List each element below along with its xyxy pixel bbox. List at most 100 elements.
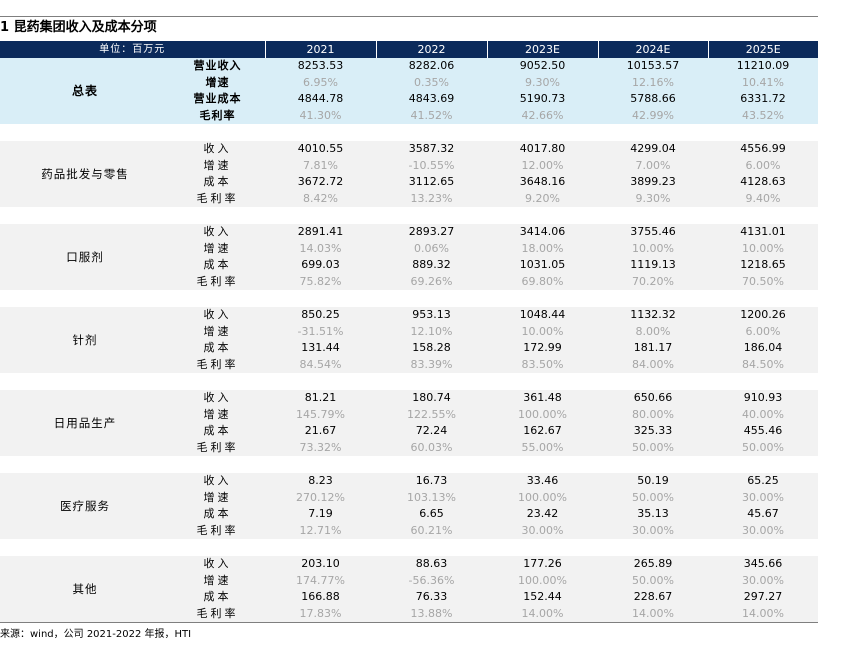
- metric-label: 收入: [170, 389, 265, 407]
- value-cell: -31.51%: [265, 323, 376, 341]
- value-cell: 455.46: [708, 423, 818, 440]
- spacer-cell: [0, 290, 818, 307]
- value-cell: 23.42: [487, 506, 598, 523]
- segment-name: 医疗服务: [0, 472, 170, 540]
- table-row: 增速 270.12% 103.13% 100.00% 50.00% 30.00%: [0, 489, 818, 507]
- value-cell: 174.77%: [265, 572, 376, 589]
- table-row: 日用品生产 收入 81.21 180.74 361.48 650.66 910.93: [0, 389, 818, 457]
- value-cell: 21.67: [265, 423, 376, 440]
- value-cell: 6331.72: [708, 91, 818, 108]
- spacer-row: [0, 539, 818, 556]
- spacer-cell: [0, 539, 818, 556]
- value-cell: 70.20%: [598, 273, 708, 291]
- value-cell: 30.00%: [708, 489, 818, 507]
- value-cell: 50.00%: [598, 439, 708, 457]
- value-cell: 4010.55: [265, 140, 376, 158]
- value-cell: 9.20%: [487, 190, 598, 208]
- metric-label: 收入: [170, 472, 265, 490]
- segment-name: 日用品生产: [0, 389, 170, 457]
- value-cell: 88.63: [376, 555, 487, 573]
- value-cell: 84.00%: [598, 356, 708, 374]
- value-cell: 55.00%: [487, 439, 598, 457]
- year-header: 2022: [375, 41, 487, 58]
- table-row: 药品批发与零售 收入 4010.55 3587.32 4017.80 4299.04 455…: [0, 140, 818, 208]
- table-row: 增速 145.79% 122.55% 100.00% 80.00% 40.00%: [0, 406, 818, 424]
- value-cell: 3672.72: [265, 174, 376, 191]
- value-cell: 18.00%: [487, 240, 598, 258]
- value-cell: 30.00%: [708, 522, 818, 540]
- value-cell: 45.67: [708, 506, 818, 523]
- metric-label: 收入: [170, 306, 265, 324]
- revenue-cost-table: 单位：百万元 2021 2022 2023E 2024E 2025E 总表 营业收…: [0, 41, 818, 623]
- bottom-rule: [0, 622, 818, 623]
- value-cell: 6.65: [376, 506, 487, 523]
- metric-label: 增速: [170, 157, 265, 175]
- value-cell: 84.50%: [708, 356, 818, 374]
- value-cell: 83.50%: [487, 356, 598, 374]
- value-cell: 10.00%: [708, 240, 818, 258]
- value-cell: 69.80%: [487, 273, 598, 291]
- value-cell: 4128.63: [708, 174, 818, 191]
- value-cell: 73.32%: [265, 439, 376, 457]
- metric-label: 增速: [170, 406, 265, 424]
- value-cell: 41.30%: [265, 107, 376, 125]
- value-cell: 81.21: [265, 389, 376, 407]
- value-cell: 7.19: [265, 506, 376, 523]
- value-cell: 11210.09: [708, 58, 818, 75]
- title-rule: [0, 16, 818, 17]
- value-cell: 5190.73: [487, 91, 598, 108]
- table-row: 增速 6.95% 0.35% 9.30% 12.16% 10.41%: [0, 74, 818, 92]
- value-cell: 181.17: [598, 340, 708, 357]
- value-cell: 33.46: [487, 472, 598, 490]
- value-cell: 265.89: [598, 555, 708, 573]
- value-cell: 42.99%: [598, 107, 708, 125]
- table-title: 1 昆药集团收入及成本分项: [0, 20, 157, 35]
- value-cell: 10.00%: [487, 323, 598, 341]
- value-cell: 103.13%: [376, 489, 487, 507]
- value-cell: 13.23%: [376, 190, 487, 208]
- table-row: 总表 营业收入 8253.53 8282.06 9052.50 10153.57 11210…: [0, 58, 818, 125]
- value-cell: 13.88%: [376, 605, 487, 623]
- table-row: 医疗服务 收入 8.23 16.73 33.46 50.19 65.25: [0, 472, 818, 540]
- header-row: 单位：百万元 2021 2022 2023E 2024E 2025E: [0, 41, 818, 58]
- metric-label: 营业收入: [170, 58, 265, 75]
- value-cell: 69.26%: [376, 273, 487, 291]
- value-cell: 10.41%: [708, 74, 818, 92]
- year-header: 2024E: [597, 41, 708, 58]
- table-row: 针剂 收入 850.25 953.13 1048.44 1132.32 1200.26: [0, 306, 818, 374]
- value-cell: 42.66%: [487, 107, 598, 125]
- metric-label: 成本: [170, 257, 265, 274]
- spacer-cell: [0, 124, 818, 141]
- value-cell: 43.52%: [708, 107, 818, 125]
- value-cell: 10153.57: [598, 58, 708, 75]
- table-body: 单位：百万元 2021 2022 2023E 2024E 2025E 总表 营业收…: [0, 41, 818, 623]
- segment-name: 针剂: [0, 306, 170, 374]
- value-cell: 152.44: [487, 589, 598, 606]
- value-cell: 35.13: [598, 506, 708, 523]
- value-cell: 177.26: [487, 555, 598, 573]
- metric-label: 成本: [170, 506, 265, 523]
- value-cell: 6.95%: [265, 74, 376, 92]
- value-cell: 1218.65: [708, 257, 818, 274]
- spacer-cell: [0, 456, 818, 473]
- value-cell: 325.33: [598, 423, 708, 440]
- value-cell: 75.82%: [265, 273, 376, 291]
- segment-name: 药品批发与零售: [0, 140, 170, 208]
- value-cell: 4843.69: [376, 91, 487, 108]
- value-cell: 60.21%: [376, 522, 487, 540]
- table-row: 增速 174.77% -56.36% 100.00% 50.00% 30.00%: [0, 572, 818, 589]
- spacer-row: [0, 373, 818, 390]
- value-cell: 910.93: [708, 389, 818, 407]
- table-row: 毛利率 8.42% 13.23% 9.20% 9.30% 9.40%: [0, 190, 818, 208]
- metric-label: 增速: [170, 323, 265, 341]
- value-cell: 70.50%: [708, 273, 818, 291]
- value-cell: 6.00%: [708, 157, 818, 175]
- value-cell: 889.32: [376, 257, 487, 274]
- value-cell: 650.66: [598, 389, 708, 407]
- value-cell: 4299.04: [598, 140, 708, 158]
- value-cell: 8.23: [265, 472, 376, 490]
- value-cell: 3414.06: [487, 223, 598, 241]
- value-cell: 60.03%: [376, 439, 487, 457]
- value-cell: 76.33: [376, 589, 487, 606]
- value-cell: 297.27: [708, 589, 818, 606]
